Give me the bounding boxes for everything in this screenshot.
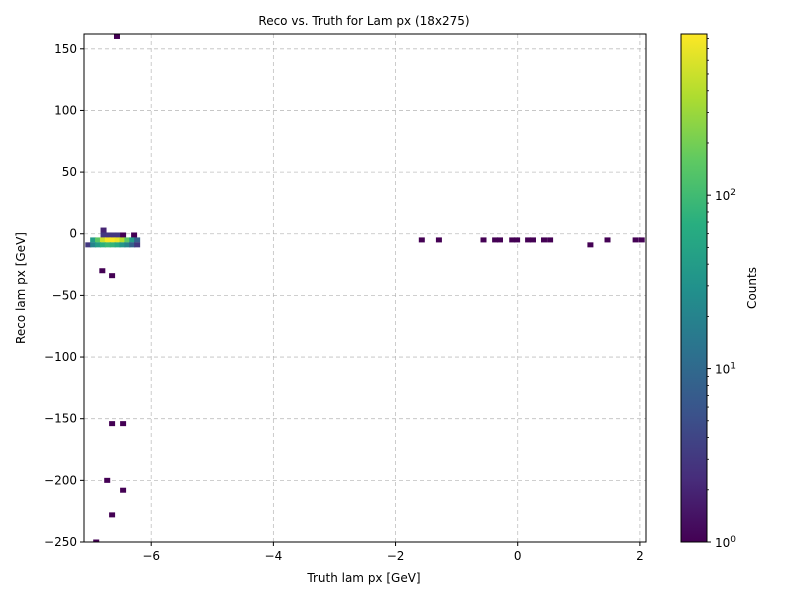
x-tick-label: 0 (514, 549, 522, 563)
heatmap-bin (541, 237, 547, 242)
heatmap-bin (120, 232, 126, 237)
y-axis: 150 100 50 0 −50 −100 −150 −200 −250 (44, 42, 84, 549)
heatmap-bin (436, 237, 442, 242)
heatmap-bin (587, 242, 593, 247)
heatmap-bin (605, 237, 611, 242)
colorbar: 100 101 102 Counts (681, 34, 759, 550)
colorbar-gradient (681, 34, 707, 542)
heatmap-bin (120, 421, 126, 426)
heatmap-bin (547, 237, 553, 242)
heatmap-bin (120, 488, 126, 493)
x-tick-label: −4 (265, 549, 283, 563)
heatmap-bin (134, 242, 140, 247)
grid (84, 34, 646, 542)
heatmap-bin (633, 237, 639, 242)
x-tick-label: −6 (142, 549, 160, 563)
colorbar-tick-label: 100 (715, 535, 736, 550)
x-axis: −6 −4 −2 0 2 (142, 542, 643, 563)
heatmap-bin (419, 237, 425, 242)
y-tick-label: −250 (44, 535, 77, 549)
y-tick-label: −100 (44, 350, 77, 364)
heatmap-bin (514, 237, 520, 242)
heatmap-bin (109, 421, 115, 426)
y-tick-label: 100 (54, 103, 77, 117)
x-axis-label: Truth lam px [GeV] (306, 571, 420, 585)
heatmap-bin (639, 237, 645, 242)
heatmap-bin (530, 237, 536, 242)
x-tick-label: −2 (387, 549, 405, 563)
y-tick-label: 50 (62, 165, 77, 179)
heatmap-bin (109, 273, 115, 278)
colorbar-label: Counts (745, 267, 759, 309)
heatmap-bin (101, 228, 107, 233)
heatmap-bin (134, 237, 140, 242)
y-tick-label: 0 (69, 227, 77, 241)
heatmap-bin (497, 237, 503, 242)
colorbar-tick-label: 101 (715, 362, 736, 377)
y-tick-label: −50 (52, 288, 77, 302)
x-tick-label: 2 (636, 549, 644, 563)
heatmap-bin (131, 232, 137, 237)
y-tick-label: 150 (54, 42, 77, 56)
y-tick-label: −150 (44, 412, 77, 426)
heatmap-bin (99, 268, 105, 273)
heatmap-bin (481, 237, 487, 242)
colorbar-tick-label: 102 (715, 188, 736, 203)
heatmap-bin (104, 478, 110, 483)
y-axis-label: Reco lam px [GeV] (14, 232, 28, 344)
y-tick-label: −200 (44, 473, 77, 487)
chart-title: Reco vs. Truth for Lam px (18x275) (258, 14, 469, 28)
heatmap-bin (109, 512, 115, 517)
heatmap-bin (114, 34, 120, 39)
